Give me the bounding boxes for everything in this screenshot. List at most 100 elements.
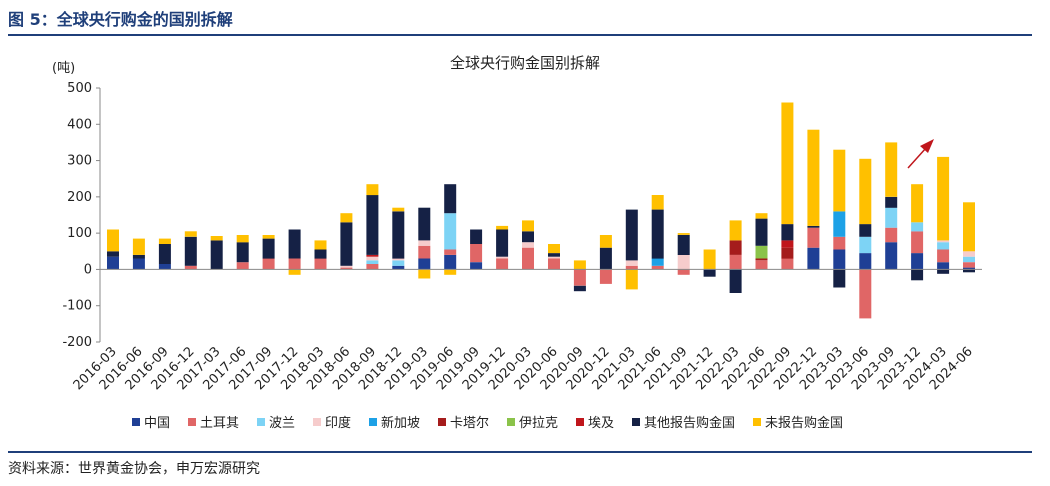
bar-segment <box>963 269 975 273</box>
bar-segment <box>496 225 509 230</box>
bar-segment <box>548 256 560 259</box>
bar-segment <box>444 184 457 214</box>
bar-segment <box>625 209 638 261</box>
legend-swatch <box>132 418 140 426</box>
bar-segment <box>573 285 586 292</box>
y-tick-label: 500 <box>67 81 92 96</box>
chart-title: 全球央行购金国别拆解 <box>450 54 600 72</box>
bar-segment <box>599 235 612 248</box>
y-tick-label: 100 <box>67 226 92 241</box>
legend-label: 印度 <box>325 415 351 431</box>
bar-segment <box>340 265 353 268</box>
bar-segment <box>444 269 457 275</box>
bar-segment <box>107 229 119 252</box>
y-tick-label: -200 <box>62 335 92 350</box>
bar-segment <box>314 258 327 270</box>
bar-segment <box>911 184 924 223</box>
bar-segment <box>418 258 431 270</box>
bar-segment <box>314 240 327 250</box>
bar-segment <box>833 149 846 212</box>
bar-segment <box>755 213 768 219</box>
bar-segment <box>677 269 690 275</box>
bar-segment <box>262 235 275 239</box>
bar-segment <box>755 245 768 259</box>
bar-segment <box>781 102 794 225</box>
legend: 中国 土耳其 波兰 印度 新加坡 卡塔尔 伊拉克 埃及 其他报告购金国 未报告购金国 <box>132 415 843 431</box>
bar-segment <box>444 249 457 255</box>
bar-segment <box>132 258 145 270</box>
legend-swatch <box>576 418 584 426</box>
y-tick-label: 0 <box>84 262 92 277</box>
bar-segment <box>496 258 509 270</box>
bar-segment <box>496 256 509 259</box>
legend-label: 伊拉克 <box>519 416 558 431</box>
bar-segment <box>236 242 249 263</box>
bar-segment <box>937 156 950 241</box>
bar-segment <box>885 227 898 243</box>
bar-segment <box>937 240 950 243</box>
bar-segment <box>807 227 820 248</box>
bar-segment <box>937 262 950 270</box>
bar-segment <box>392 265 405 270</box>
bar-segment <box>833 236 846 250</box>
legend-swatch <box>632 418 640 426</box>
bar-segment <box>366 264 379 270</box>
bar-segment <box>755 260 768 270</box>
bar-segment <box>859 236 872 254</box>
bar-segment <box>625 269 638 290</box>
source-note: 资料来源：世界黄金协会，申万宏源研究 <box>8 461 260 477</box>
bar-segment <box>366 254 379 257</box>
bar-segment <box>963 251 975 257</box>
figure-title: 图 5：全球央行购金的国别拆解 <box>8 10 233 29</box>
bar-segment <box>522 242 534 248</box>
bar-segment <box>781 247 794 259</box>
bar-segment <box>366 195 379 255</box>
bar-segment <box>651 258 664 266</box>
legend-label: 卡塔尔 <box>450 416 489 431</box>
legend-swatch <box>507 418 515 426</box>
bar-segment <box>132 238 145 255</box>
bar-segment <box>963 256 975 263</box>
bar-segment <box>807 129 820 226</box>
bar-segment <box>107 251 119 257</box>
bar-segment <box>729 220 742 241</box>
bar-segment <box>625 265 638 270</box>
bar-segment <box>911 269 924 281</box>
bar-segment <box>781 224 794 241</box>
y-tick-label: 300 <box>67 154 92 169</box>
bar-segment <box>885 196 898 208</box>
bar-segment <box>651 209 664 259</box>
y-axis-unit: (吨) <box>52 61 75 76</box>
bar-segment <box>158 244 171 264</box>
bar-segment <box>651 265 664 270</box>
bar-segment <box>677 254 690 270</box>
bar-segment <box>107 256 119 270</box>
bar-segment <box>366 256 379 261</box>
bar-segment <box>599 269 612 284</box>
x-axis-ticks: 2016-032016-062016-092016-122017-032017-… <box>71 344 976 393</box>
bar-segment <box>729 254 742 270</box>
bar-segment <box>651 195 664 210</box>
legend-label: 波兰 <box>269 416 295 431</box>
legend-swatch <box>753 418 761 426</box>
bar-segment <box>444 254 457 270</box>
legend-label: 未报告购金国 <box>765 415 843 431</box>
legend-label: 其他报告购金国 <box>644 415 735 431</box>
bar-segment <box>885 242 898 270</box>
bar-segment <box>158 264 171 270</box>
bar-segment <box>470 262 483 270</box>
bar-segment <box>677 235 690 255</box>
bar-segment <box>236 235 249 243</box>
bar-segment <box>911 253 924 270</box>
bar-segment <box>703 269 716 277</box>
bar-segment <box>392 211 405 259</box>
bar-segment <box>755 258 768 261</box>
bar-segment <box>392 258 405 261</box>
bar-segment <box>288 258 301 270</box>
bar-segment <box>444 213 457 250</box>
bar-segment <box>807 247 820 270</box>
bar-segment <box>859 269 872 319</box>
bar-segment <box>392 260 405 266</box>
bar-segment <box>833 211 846 237</box>
